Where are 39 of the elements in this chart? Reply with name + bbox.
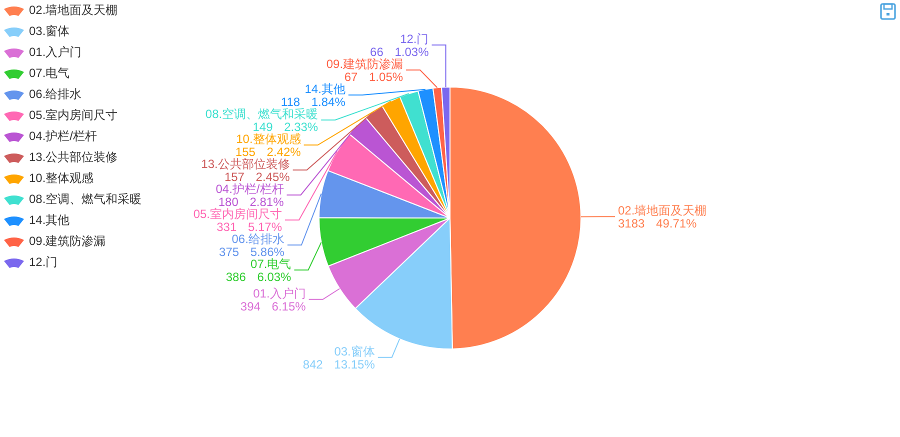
data-label: 149 2.33% (252, 120, 318, 134)
data-label: 180 2.81% (218, 195, 284, 209)
slice-label: 05.室内房间尺寸 (193, 207, 282, 221)
data-label: 67 1.05% (344, 70, 404, 84)
slice-label: 10.整体观感 (236, 132, 301, 146)
data-label: 386 6.03% (226, 270, 292, 284)
legend-label: 13.公共部位装修 (29, 149, 118, 166)
slice-label: 13.公共部位装修 (201, 157, 290, 171)
slice-label: 02.墙地面及天棚 (618, 204, 707, 218)
legend-label: 03.窗体 (29, 23, 70, 40)
slice-label: 03.窗体 (334, 344, 375, 358)
legend-label: 09.建筑防渗漏 (29, 233, 106, 250)
slice-label: 07.电气 (250, 257, 292, 271)
slice-label: 14.其他 (304, 82, 346, 96)
slice-label: 04.护栏/栏杆 (216, 182, 284, 196)
slice-label: 06.给排水 (232, 232, 284, 246)
data-label: 375 5.86% (219, 245, 285, 259)
legend-label: 08.空调、燃气和采暖 (29, 191, 142, 208)
data-label: 331 5.17% (216, 220, 282, 234)
data-label: 66 1.03% (370, 45, 430, 59)
legend-label: 04.护栏/栏杆 (29, 128, 98, 145)
legend-label: 01.入户门 (29, 44, 82, 61)
data-label: 842 13.15% (302, 357, 376, 372)
legend-label: 02.墙地面及天棚 (29, 2, 118, 19)
data-label: 157 2.45% (224, 170, 290, 184)
legend-label: 10.整体观感 (29, 170, 94, 187)
legend-label: 05.室内房间尺寸 (29, 107, 118, 124)
legend-label: 07.电气 (29, 65, 70, 82)
slice-label: 12.门 (400, 32, 429, 46)
slice-label: 01.入户门 (253, 286, 306, 300)
data-label: 155 2.42% (235, 145, 302, 159)
legend-label: 12.门 (29, 254, 58, 271)
data-label: 394 6.15% (240, 299, 306, 314)
data-label: 118 1.84% (280, 95, 346, 109)
slice-label: 08.空调、燃气和采暖 (205, 107, 318, 121)
slice-label: 09.建筑防渗漏 (326, 57, 404, 71)
legend-label: 06.给排水 (29, 86, 82, 103)
legend-label: 14.其他 (29, 212, 70, 229)
data-label: 3183 49.71% (618, 216, 698, 231)
